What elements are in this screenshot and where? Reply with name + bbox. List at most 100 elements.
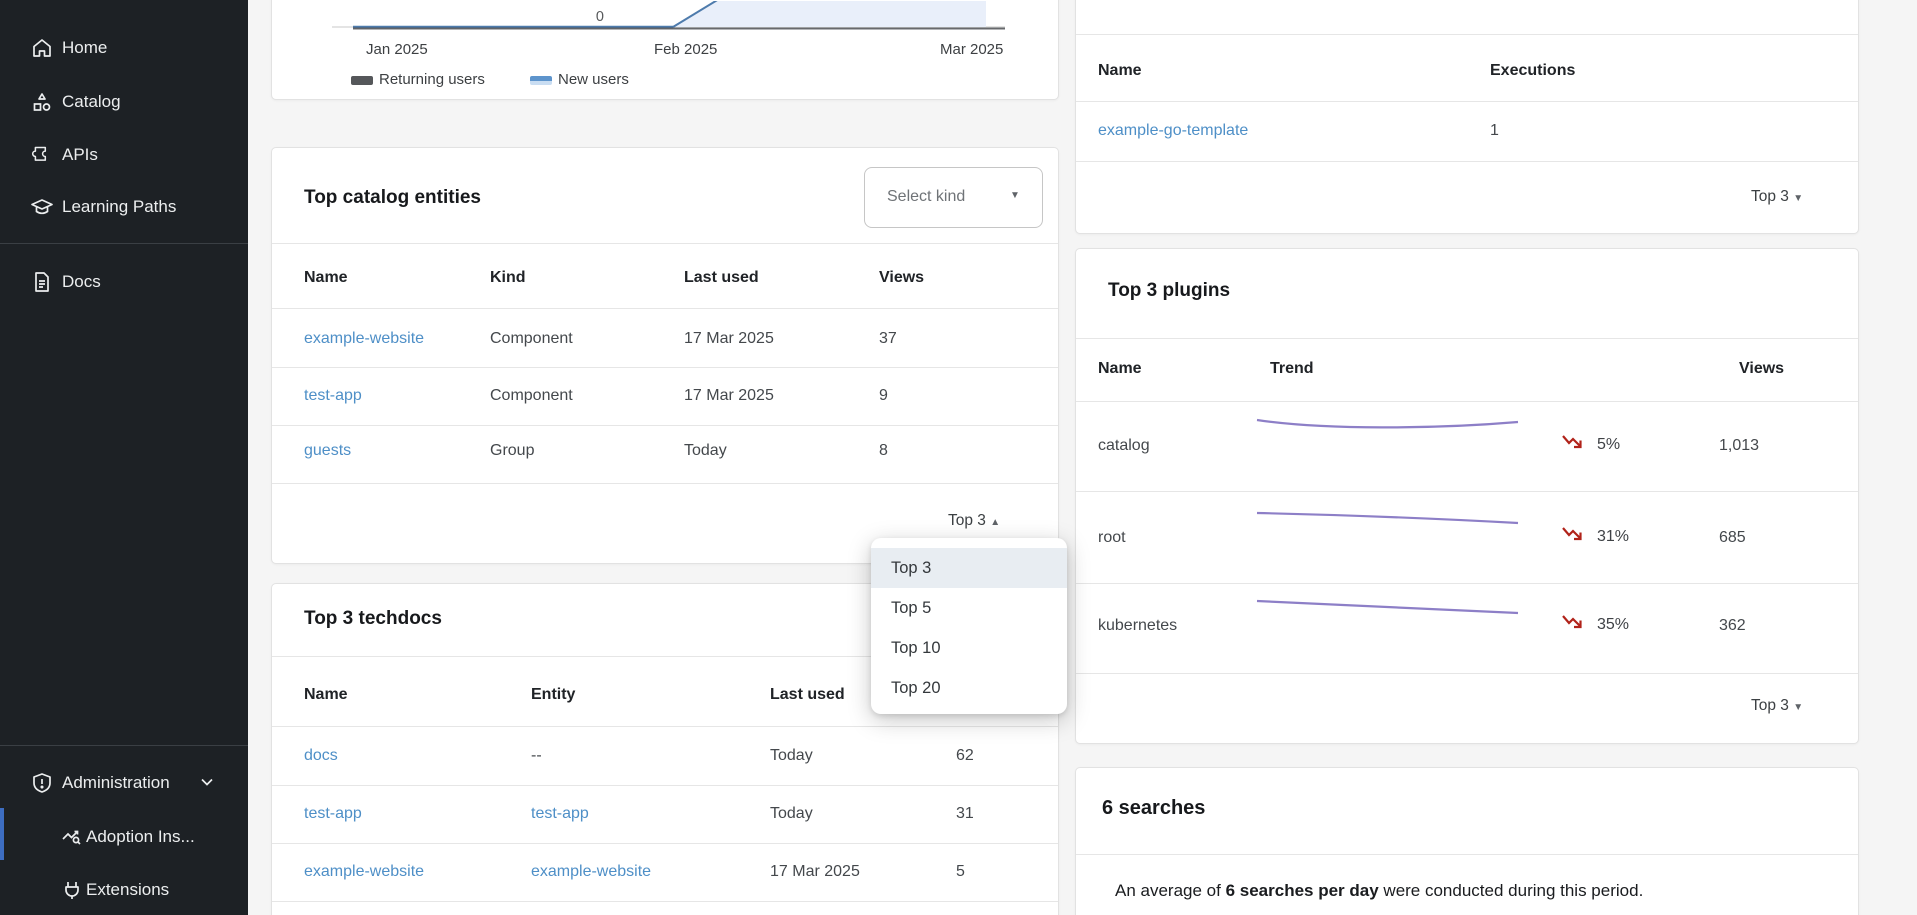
executions-value: 1 xyxy=(1490,122,1499,139)
last-used-value: 17 Mar 2025 xyxy=(770,863,860,880)
template-link[interactable]: example-go-template xyxy=(1098,122,1249,139)
top-n-menu: Top 3 Top 5 Top 10 Top 20 xyxy=(871,538,1067,714)
last-used-value: Today xyxy=(770,747,813,764)
top-catalog-entities-card: Top catalog entities Select kind ▼ Name … xyxy=(271,147,1059,564)
menu-item-top-20[interactable]: Top 20 xyxy=(871,668,1067,708)
views-value: 1,013 xyxy=(1719,437,1760,454)
column-header-name: Name xyxy=(1098,360,1142,377)
x-axis-label-feb: Feb 2025 xyxy=(654,41,718,58)
menu-item-top-5[interactable]: Top 5 xyxy=(871,588,1067,628)
entity-link[interactable]: example-website xyxy=(304,330,425,347)
top-n-label: Top 3 xyxy=(1751,188,1789,205)
entity-link[interactable]: test-app xyxy=(304,387,362,404)
column-header-views: Views xyxy=(1739,360,1785,377)
y-axis-tick: 0 xyxy=(595,9,604,25)
caret-down-icon: ▼ xyxy=(1793,702,1804,713)
menu-item-top-3[interactable]: Top 3 xyxy=(871,548,1067,588)
card-title: Top 3 techdocs xyxy=(304,608,442,629)
top-n-selector[interactable]: Top 3 ▼ xyxy=(1751,697,1803,715)
techdoc-link[interactable]: test-app xyxy=(304,805,362,822)
techdoc-link[interactable]: example-website xyxy=(304,863,425,880)
last-used-value: Today xyxy=(770,805,813,822)
top-n-selector[interactable]: Top 3 ▼ xyxy=(1751,188,1803,206)
trend-down-icon xyxy=(1561,525,1585,548)
x-axis-label-jan: Jan 2025 xyxy=(366,41,428,58)
kind-select[interactable]: Select kind ▼ xyxy=(864,167,1043,228)
top-n-selector[interactable]: Top 3 ▲ xyxy=(948,512,1000,530)
techdoc-link[interactable]: docs xyxy=(304,747,338,764)
plugin-name: root xyxy=(1098,529,1126,546)
home-icon xyxy=(30,36,54,60)
legend-swatch-returning-users xyxy=(351,76,373,85)
menu-item-label: Top 5 xyxy=(891,599,932,617)
last-used-value: 17 Mar 2025 xyxy=(684,387,774,404)
top-plugins-card: Top 3 plugins Name Trend Views catalog 5… xyxy=(1075,248,1859,744)
legend-label-new-users: New users xyxy=(558,71,629,88)
legend-swatch-new-users xyxy=(530,76,552,85)
column-header-last-used: Last used xyxy=(770,686,845,703)
entity-link[interactable]: guests xyxy=(304,442,352,459)
summary-prefix: An average of xyxy=(1115,881,1226,900)
trend-sparkline xyxy=(1255,412,1520,445)
views-value: 8 xyxy=(879,442,888,459)
trend-percent: 31% xyxy=(1597,528,1630,545)
menu-item-label: Top 10 xyxy=(891,639,941,657)
views-value: 362 xyxy=(1719,617,1746,634)
column-header-trend: Trend xyxy=(1270,360,1314,377)
apis-icon xyxy=(30,143,54,167)
last-used-value: Today xyxy=(684,442,727,459)
menu-item-top-10[interactable]: Top 10 xyxy=(871,628,1067,668)
top-n-label: Top 3 xyxy=(1751,697,1789,714)
kind-select-placeholder: Select kind xyxy=(887,188,966,205)
menu-item-label: Top 3 xyxy=(891,559,932,577)
views-value: 37 xyxy=(879,330,897,347)
docs-icon xyxy=(30,270,54,294)
users-chart-card: 0 Jan 2025 Feb 2025 Mar 2025 Returning u… xyxy=(271,0,1059,100)
sidebar-divider xyxy=(0,243,248,244)
searches-card: 6 searches An average of 6 searches per … xyxy=(1075,767,1859,915)
caret-up-icon: ▲ xyxy=(990,517,1001,528)
menu-item-label: Top 20 xyxy=(891,679,941,697)
column-header-name: Name xyxy=(304,686,348,703)
column-header-executions: Executions xyxy=(1490,62,1576,79)
sidebar-item-label: APIs xyxy=(62,145,98,164)
shield-icon xyxy=(30,771,54,795)
plugin-name: catalog xyxy=(1098,437,1150,454)
trend-percent: 35% xyxy=(1597,616,1630,633)
trend-down-icon xyxy=(1561,613,1585,636)
kind-value: Component xyxy=(490,330,573,347)
views-value: 62 xyxy=(956,747,974,764)
active-item-indicator xyxy=(0,808,4,860)
plugin-name: kubernetes xyxy=(1098,617,1178,634)
sidebar-item-label: Administration xyxy=(62,773,170,792)
column-header-entity: Entity xyxy=(531,686,576,703)
entity-link[interactable]: test-app xyxy=(531,805,589,822)
adoption-insights-icon xyxy=(60,825,84,849)
sidebar-item-label: Extensions xyxy=(86,880,170,899)
legend-label-returning-users: Returning users xyxy=(379,71,485,88)
sidebar: Home Catalog APIs Learning Paths D xyxy=(0,0,248,915)
sidebar-item-label: Learning Paths xyxy=(62,197,177,216)
trend-sparkline xyxy=(1255,505,1520,538)
learning-paths-icon xyxy=(30,195,54,219)
catalog-icon xyxy=(30,90,54,114)
chevron-down-icon xyxy=(198,773,216,796)
users-area-chart xyxy=(272,0,1058,99)
column-header-name: Name xyxy=(304,269,348,286)
entity-link[interactable]: example-website xyxy=(531,863,652,880)
column-header-kind: Kind xyxy=(490,269,526,286)
caret-down-icon: ▼ xyxy=(1793,193,1804,204)
top-templates-card: Top 3 templates Name Executions example-… xyxy=(1075,0,1859,234)
column-header-name: Name xyxy=(1098,62,1142,79)
summary-bold: 6 searches per day xyxy=(1225,881,1379,900)
sidebar-item-label: Adoption Ins... xyxy=(86,827,195,846)
column-header-last-used: Last used xyxy=(684,269,759,286)
card-title: Top catalog entities xyxy=(304,187,482,208)
views-value: 5 xyxy=(956,863,965,880)
card-title: Top 3 plugins xyxy=(1108,280,1231,301)
views-value: 31 xyxy=(956,805,974,822)
x-axis-label-mar: Mar 2025 xyxy=(940,41,1004,58)
entity-value: -- xyxy=(531,747,542,764)
top-n-label: Top 3 xyxy=(948,512,986,529)
